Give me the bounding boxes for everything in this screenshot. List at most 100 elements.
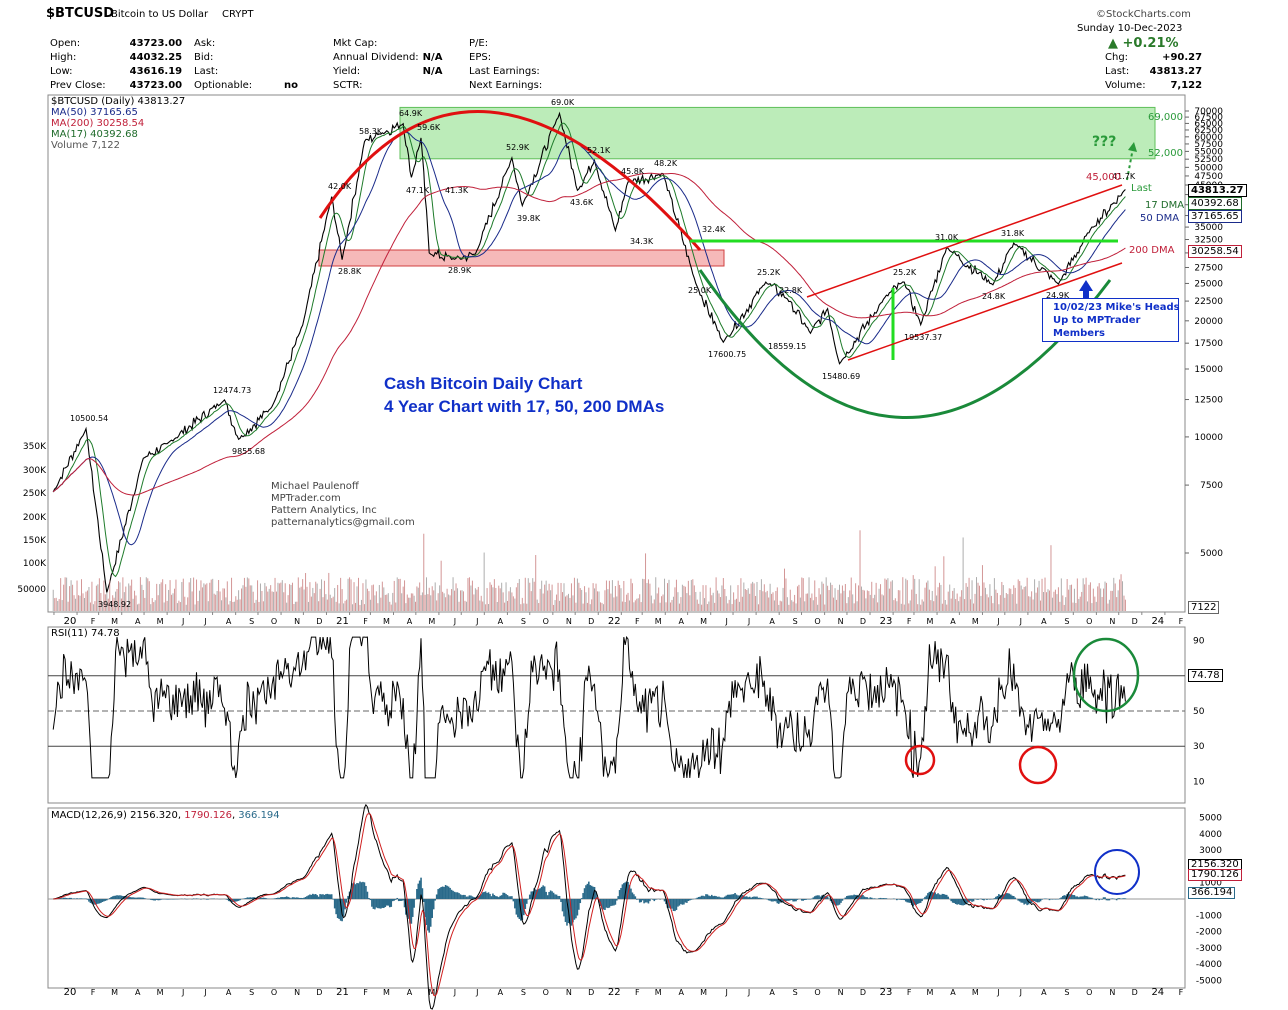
price-tick-label: 60000	[1194, 133, 1223, 143]
support-zone	[318, 249, 725, 267]
price-label: 42.0K	[328, 182, 352, 191]
eps-label: EPS:	[469, 52, 492, 63]
x-year-label: 20	[64, 616, 77, 627]
x-month-label: J	[475, 617, 478, 626]
author-site: MPTrader.com	[271, 493, 341, 504]
x-year-label: 23	[880, 616, 893, 627]
macd-tick-label: 4000	[1199, 830, 1222, 840]
x-month-label: N	[838, 988, 844, 997]
price-label: 64.9K	[399, 109, 423, 118]
x-month-label: M	[157, 617, 164, 626]
open-value: 43723.00	[129, 38, 183, 49]
low-value: 43616.19	[129, 66, 183, 77]
x-month-label: J	[453, 617, 456, 626]
rsi-oversold-circle-1	[904, 744, 936, 776]
x-month-label: O	[1086, 617, 1092, 626]
macd-signal-line	[53, 813, 1126, 997]
volume-tick-label: 150K	[23, 536, 47, 546]
price-tick-label: 35000	[1194, 223, 1223, 233]
macd-signal-tag: 1790.126	[1188, 869, 1242, 881]
price-label: 3948.92	[98, 600, 131, 609]
price-tick-label: 47500	[1194, 172, 1223, 182]
x-month-label: F	[635, 988, 640, 997]
ma50-line	[52, 131, 1126, 546]
x-month-label: D	[860, 988, 866, 997]
x-month-label: A	[135, 617, 141, 626]
quote-fields-left: Open: 43723.00 High: 44032.25 Low: 43616.19…	[50, 37, 186, 93]
legend-ma200: MA(200) 30258.54	[51, 118, 145, 129]
bid-label: Bid:	[194, 52, 214, 63]
price-tick-label: 10000	[1194, 433, 1223, 443]
price-label: 39.8K	[517, 214, 541, 223]
price-label: 41.7K	[1112, 172, 1136, 181]
price-label: 59.6K	[417, 123, 441, 132]
x-month-label: S	[521, 988, 526, 997]
x-month-label: A	[950, 617, 956, 626]
x-month-label: N	[1109, 988, 1115, 997]
price-label: 41.3K	[445, 186, 469, 195]
price-tick-label: 52500	[1194, 155, 1223, 165]
x-month-label: A	[498, 617, 504, 626]
price-tick-label: 27500	[1194, 263, 1223, 273]
rsi-line	[52, 635, 1126, 779]
x-year-label: 22	[608, 987, 621, 998]
price-label: 32.4K	[702, 225, 726, 234]
price-tick-label: 62500	[1194, 126, 1223, 136]
price-label: 12474.73	[213, 386, 251, 395]
high-value: 44032.25	[129, 52, 183, 63]
x-year-label: 21	[336, 987, 349, 998]
resistance-zone	[399, 106, 1156, 160]
price-label: 47.1K	[406, 186, 430, 195]
macd-tick-label: -2000	[1196, 928, 1222, 938]
x-month-label: F	[1179, 988, 1184, 997]
price-label: 24.9K	[1046, 291, 1070, 300]
last-price-tag: 43813.27	[1188, 184, 1247, 197]
ask-label: Ask:	[194, 38, 216, 49]
x-month-label: M	[972, 988, 979, 997]
price-label: 25.2K	[757, 268, 781, 277]
rsi-oversold-circle-2	[1018, 745, 1058, 785]
next-earnings-label: Next Earnings:	[469, 80, 543, 91]
x-month-label: J	[181, 617, 184, 626]
price-label: 17600.75	[708, 350, 746, 359]
bottom-arc	[698, 269, 1112, 419]
x-month-label: F	[363, 988, 368, 997]
rsi-tick-label: 30	[1193, 742, 1205, 752]
chart-subtitle: 4 Year Chart with 17, 50, 200 DMAs	[384, 397, 665, 416]
open-label: Open:	[50, 38, 81, 49]
x-month-label: N	[294, 617, 300, 626]
x-month-label: M	[428, 988, 435, 997]
x-month-label: J	[996, 988, 999, 997]
legend-ma50: MA(50) 37165.65	[51, 107, 138, 118]
volume-tick-label: 300K	[23, 466, 47, 476]
yield-label: Yield:	[333, 66, 361, 77]
callout-line2: Up to MPTrader	[1053, 315, 1141, 326]
x-month-label: M	[700, 988, 707, 997]
price-tick-label: 32500	[1194, 236, 1223, 246]
legend-rsi: RSI(11) 74.78	[51, 628, 120, 639]
exchange: CRYPT	[222, 9, 254, 20]
optionable-value: no	[284, 80, 298, 91]
price-label: 24.8K	[982, 292, 1006, 301]
rsi-tick-label: 50	[1193, 707, 1205, 717]
macd-params: MACD(12,26,9)	[51, 810, 127, 821]
macd-circle	[1094, 849, 1140, 895]
x-month-label: J	[181, 988, 184, 997]
x-month-label: F	[635, 617, 640, 626]
rsi-tick-label: 90	[1193, 637, 1205, 647]
price-tick-label: 55000	[1194, 147, 1223, 157]
chg-label: Chg:	[1105, 52, 1129, 63]
x-month-label: F	[91, 617, 96, 626]
callout-box: 10/02/23 Mike's Heads Up to MPTrader Mem…	[1042, 298, 1180, 342]
x-month-label: F	[907, 617, 912, 626]
last-label-tag: Last	[1131, 183, 1152, 194]
legend-ma17: MA(17) 40392.68	[51, 129, 138, 140]
x-month-label: A	[769, 617, 775, 626]
x-month-label: N	[294, 988, 300, 997]
x-month-label: A	[226, 988, 232, 997]
price-tick-label: 25000	[1194, 279, 1223, 289]
x-month-label: J	[725, 617, 728, 626]
x-month-label: D	[860, 617, 866, 626]
price-tick-label: 20000	[1194, 317, 1223, 327]
ma200-line	[52, 172, 1126, 496]
